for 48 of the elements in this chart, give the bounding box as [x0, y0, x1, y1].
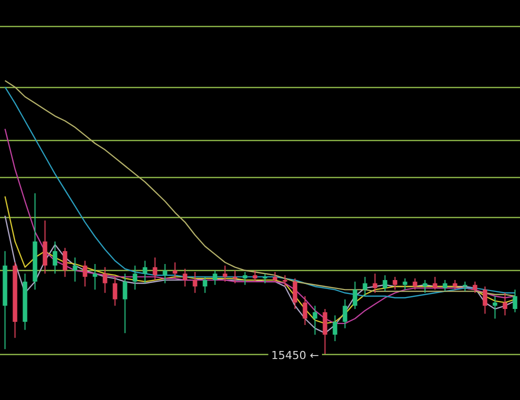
candlestick [172, 262, 178, 279]
candlestick [272, 272, 278, 282]
candlestick [452, 280, 458, 290]
candlestick [302, 296, 308, 326]
candlestick [152, 257, 158, 281]
candlestick [342, 298, 348, 329]
candlestick [442, 280, 448, 292]
annotation: 15450 ← [271, 348, 319, 362]
candlestick [92, 263, 98, 290]
candlestick [462, 281, 468, 292]
candlestick [62, 247, 68, 278]
candlestick [472, 281, 478, 294]
candlestick [142, 260, 148, 284]
candlestick [132, 265, 138, 290]
candlestick [122, 273, 128, 334]
candlestick [112, 276, 118, 306]
candlestick [242, 272, 248, 286]
candlestick [232, 270, 238, 284]
candlestick [192, 272, 198, 294]
candlestick [382, 274, 388, 292]
candlestick [512, 289, 518, 313]
candlestick [222, 265, 228, 282]
candlestick [292, 278, 298, 310]
candlestick [322, 308, 328, 354]
candlestick [412, 278, 418, 290]
candlestick [372, 273, 378, 294]
candlestick [402, 278, 408, 290]
candlestick [72, 257, 78, 282]
candlestick [82, 260, 88, 287]
candlestick [252, 270, 258, 282]
candlestick [182, 268, 188, 287]
candlestick [492, 296, 498, 320]
candlestick [52, 240, 58, 274]
candlestick [332, 314, 338, 342]
candlestick [422, 280, 428, 294]
candlestick [502, 292, 508, 316]
candlestick [352, 281, 358, 310]
candlestick [282, 274, 288, 287]
candlestick [432, 276, 438, 290]
candlestick [312, 305, 318, 336]
candlestick [482, 286, 488, 314]
candlestick [162, 263, 168, 284]
candlestick [202, 276, 208, 294]
candlestick [102, 266, 108, 294]
candlestick [362, 276, 368, 297]
candlestick [262, 273, 268, 284]
candlestick [212, 270, 218, 286]
candlestick [392, 276, 398, 290]
